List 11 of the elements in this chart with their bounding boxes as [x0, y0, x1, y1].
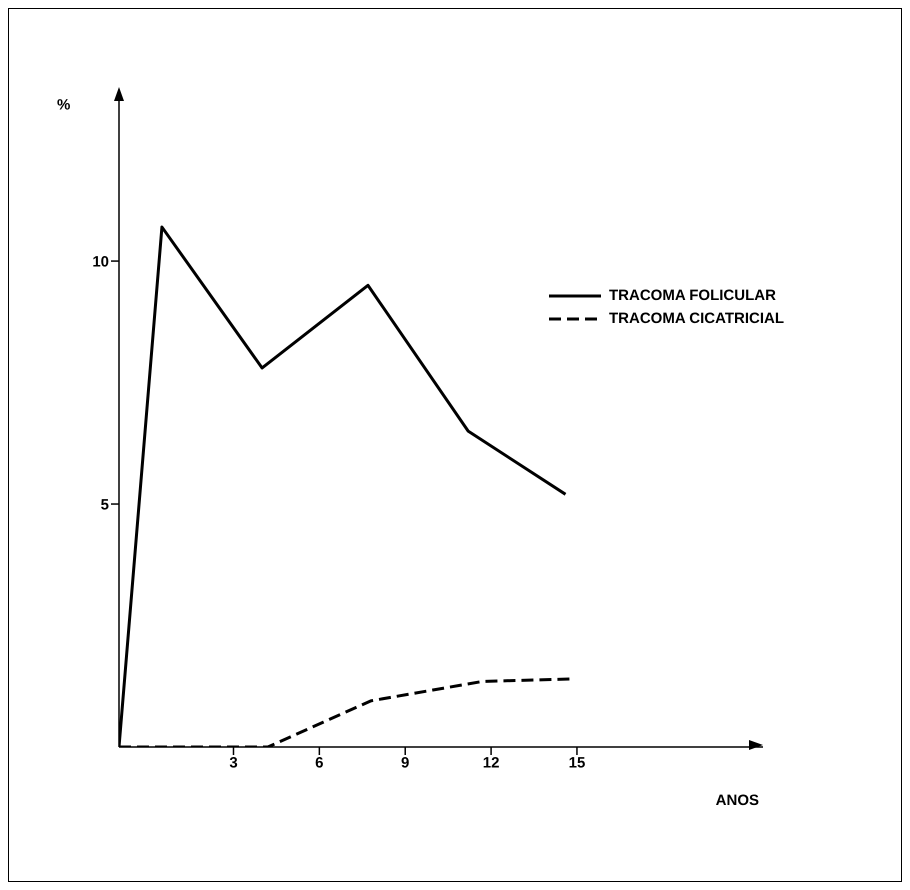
- x-tick-label: 12: [482, 754, 500, 772]
- legend-label: TRACOMA CICATRICIAL: [609, 310, 784, 327]
- x-axis-title: ANOS: [716, 792, 759, 809]
- x-tick-label: 15: [568, 754, 586, 772]
- x-tick-label: 6: [315, 754, 324, 772]
- y-axis-title: %: [57, 96, 70, 114]
- x-tick-label: 3: [229, 754, 238, 772]
- x-tick-label: 9: [401, 754, 410, 772]
- legend-label: TRACOMA FOLICULAR: [609, 287, 776, 304]
- y-tick-label: 10: [92, 253, 109, 270]
- y-tick-label: 5: [100, 496, 109, 514]
